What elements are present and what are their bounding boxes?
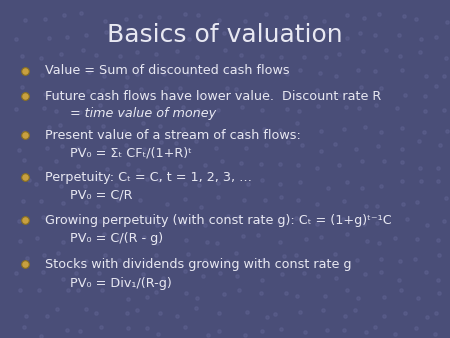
Text: Basics of valuation: Basics of valuation — [107, 23, 343, 48]
Text: PV₀ = C/R: PV₀ = C/R — [70, 189, 132, 202]
Text: Perpetuity: Cₜ = C, t = 1, 2, 3, …: Perpetuity: Cₜ = C, t = 1, 2, 3, … — [45, 171, 252, 184]
Text: PV₀ = Σₜ CFₜ/(1+R)ᵗ: PV₀ = Σₜ CFₜ/(1+R)ᵗ — [70, 147, 192, 160]
Text: Stocks with dividends growing with const rate g: Stocks with dividends growing with const… — [45, 258, 351, 271]
Text: Present value of a stream of cash flows:: Present value of a stream of cash flows: — [45, 129, 301, 142]
Text: Value = Sum of discounted cash flows: Value = Sum of discounted cash flows — [45, 65, 290, 77]
Text: PV₀ = Div₁/(R-g): PV₀ = Div₁/(R-g) — [70, 277, 171, 290]
Text: PV₀ = C/(R - g): PV₀ = C/(R - g) — [70, 233, 163, 245]
Text: Future cash flows have lower value.  Discount rate R: Future cash flows have lower value. Disc… — [45, 90, 381, 103]
Text: = time value of money: = time value of money — [70, 107, 216, 120]
Text: Growing perpetuity (with const rate g): Cₜ = (1+g)ᵗ⁻¹C: Growing perpetuity (with const rate g): … — [45, 214, 392, 227]
